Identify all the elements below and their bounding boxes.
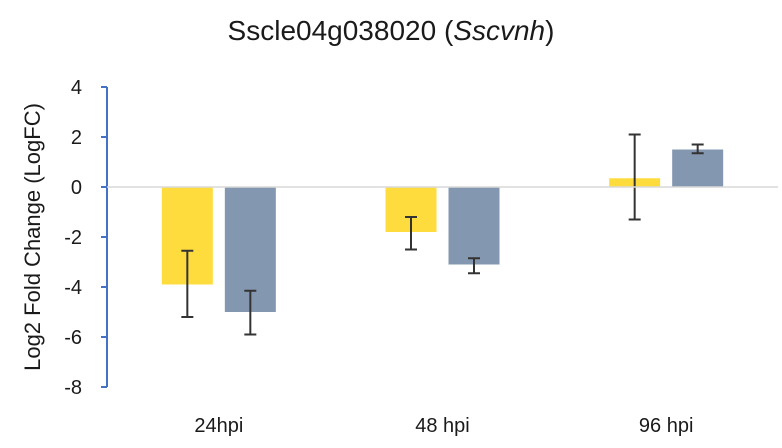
x-category-label: 24hpi: [194, 415, 243, 437]
bar: [672, 149, 724, 187]
x-category-label: 96 hpi: [639, 415, 694, 437]
y-tick-label: 4: [71, 77, 82, 99]
bar: [448, 187, 500, 265]
y-tick-label: -6: [64, 327, 82, 349]
y-tick-label: -4: [64, 277, 82, 299]
y-tick-label: -8: [64, 377, 82, 399]
x-category-label: 48 hpi: [415, 415, 470, 437]
y-tick-label: 2: [71, 127, 82, 149]
chart-title: Sscle04g038020 (Sscvnh): [228, 15, 555, 46]
y-axis-label: Log2 Fold Change (LogFC): [20, 103, 45, 371]
plot-area: 4 2 0 -2 -4 -6 -8 24hpi 48 hpi 96 hpi: [64, 77, 778, 437]
y-tick-label: -2: [64, 227, 82, 249]
y-tick-label: 0: [71, 177, 82, 199]
